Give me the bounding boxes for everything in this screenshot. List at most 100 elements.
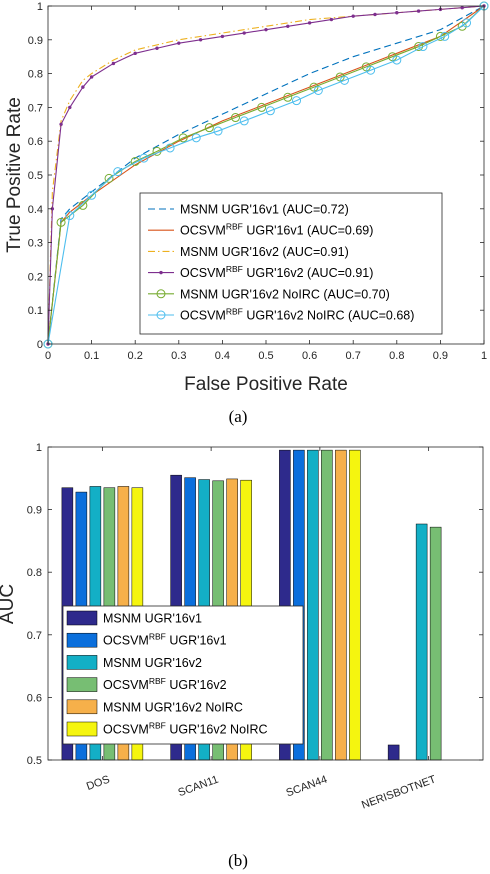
bar-2-5	[349, 449, 361, 761]
bar-legend-label-1-main: OCSVM	[103, 634, 149, 648]
roc-point-3-4	[81, 85, 85, 89]
roc-series-line-3	[47, 5, 485, 345]
bar-legend-label-3-rest: UGR'16v2	[166, 678, 227, 692]
roc-legend-label-1: OCSVMRBF UGR'16v1 (AUC=0.69)	[180, 222, 373, 238]
roc-legend-label-5-main: OCSVM	[180, 309, 226, 323]
bar-legend-swatch-5	[66, 721, 98, 737]
roc-legend-label-3-rest: UGR'16v2 (AUC=0.91)	[243, 266, 374, 280]
bar-y-tick-label-0: 0.5	[27, 755, 42, 767]
bar-2-4	[335, 449, 347, 761]
roc-x-tick-label-1: 0.1	[84, 350, 99, 362]
roc-point-5-7	[213, 126, 223, 136]
roc-legend-label-0-main: MSNM UGR'16v1 (AUC=0.72)	[180, 203, 349, 217]
roc-point-3-6	[111, 61, 116, 66]
bar-3-2	[415, 523, 428, 761]
roc-x-tick-label-0: 0	[45, 350, 51, 362]
roc-legend-label-5: OCSVMRBF UGR'16v2 NoIRC (AUC=0.68)	[180, 307, 414, 323]
roc-point-5-9	[265, 106, 275, 116]
roc-point-5-14	[392, 55, 402, 65]
roc-x-tick-label-3: 0.3	[171, 350, 186, 362]
roc-point-5-17	[462, 18, 472, 28]
roc-legend-label-2-main: MSNM UGR'16v2 (AUC=0.91)	[180, 245, 349, 259]
roc-point-3-16	[329, 17, 334, 22]
auc-bar-chart: 0.5 0.6 0.7 0.8 0.9 1 DOS SCAN11 SCAN44 NERISBOTN…	[0, 442, 484, 870]
roc-series-group	[43, 1, 489, 349]
roc-point-5-10	[292, 96, 302, 106]
roc-point-3-15	[307, 21, 312, 25]
roc-y-tick-label-3: 0.3	[28, 238, 43, 250]
roc-point-3-20	[416, 9, 421, 13]
roc-y-axis-label: True Positive Rate	[4, 97, 25, 253]
bar-3-3	[429, 526, 442, 761]
bar-legend-swatch-4	[66, 699, 98, 715]
roc-legend-label-3-sup: RBF	[226, 264, 243, 274]
roc-point-5-16	[440, 31, 450, 41]
bar-2-3	[321, 449, 333, 761]
roc-point-5-2	[87, 190, 97, 200]
bar-legend-swatch-2	[66, 655, 98, 670]
roc-point-4-3	[104, 173, 114, 183]
roc-point-3-12	[242, 31, 246, 35]
roc-legend-label-4: MSNM UGR'16v2 NoIRC (AUC=0.70)	[180, 287, 390, 301]
roc-point-5-8	[239, 116, 249, 126]
roc-legend: MSNM UGR'16v1 (AUC=0.72)OCSVMRBF UGR'16v…	[139, 192, 443, 335]
roc-legend-label-2: MSNM UGR'16v2 (AUC=0.91)	[180, 245, 349, 259]
roc-y-tick-label-0: 0	[37, 339, 43, 351]
roc-y-tick-label-4: 0.4	[28, 204, 43, 216]
roc-point-4-6	[178, 133, 188, 143]
bar-y-axis-label: AUC	[0, 584, 18, 624]
roc-point-4-4	[130, 156, 140, 166]
bar-legend-label-3-main: OCSVM	[103, 678, 149, 692]
roc-point-5-6	[191, 133, 201, 143]
roc-point-3-2	[59, 122, 63, 127]
bar-y-tick-label-2: 0.7	[27, 630, 42, 642]
roc-x-tick-label-10: 1	[481, 350, 487, 362]
roc-point-5-13	[366, 65, 376, 75]
roc-series-line-1	[47, 5, 485, 345]
roc-legend-label-4-main: MSNM UGR'16v2 NoIRC (AUC=0.70)	[180, 287, 390, 301]
roc-point-3-11	[220, 34, 225, 39]
roc-x-tick-label-5: 0.5	[258, 350, 273, 362]
bar-legend-label-5: OCSVMRBF UGR'16v2 NoIRC	[103, 721, 268, 737]
roc-point-3-13	[264, 27, 268, 32]
bar-legend-swatch-0	[66, 610, 98, 626]
roc-series-line-2	[47, 5, 485, 345]
roc-legend-label-1-main: OCSVM	[180, 224, 226, 238]
roc-y-tick-label-10: 1	[37, 1, 43, 13]
roc-series-line-0	[47, 5, 485, 345]
roc-point-3-22	[460, 5, 464, 10]
bar-x-tick-label-1: SCAN11	[177, 774, 221, 800]
bar-legend-label-0-main: MSNM UGR'16v1	[103, 612, 202, 626]
bar-legend-label-5-main: OCSVM	[103, 723, 149, 737]
roc-point-5-3	[113, 167, 123, 177]
roc-point-3-5	[89, 75, 94, 79]
bar-legend-label-4-main: MSNM UGR'16v2 NoIRC	[103, 700, 243, 714]
roc-point-5-12	[339, 75, 349, 85]
roc-point-5-1	[65, 211, 75, 221]
roc-point-5-11	[313, 86, 323, 95]
roc-point-4-9	[257, 102, 267, 112]
roc-point-4-2	[78, 200, 88, 210]
roc-x-axis-label: False Positive Rate	[184, 374, 348, 395]
roc-point-3-14	[286, 24, 290, 28]
roc-y-tick-label-2: 0.2	[28, 271, 43, 283]
roc-legend-label-1-rest: UGR'16v1 (AUC=0.69)	[243, 224, 374, 238]
roc-legend-label-0: MSNM UGR'16v1 (AUC=0.72)	[180, 203, 349, 217]
roc-point-3-7	[133, 51, 137, 56]
roc-legend-box	[139, 192, 443, 335]
bar-3-0	[387, 744, 400, 761]
bar-legend-label-4: MSNM UGR'16v2 NoIRC	[103, 700, 243, 714]
roc-ticks-group: 0 0.1 0.2 0.3 0.4 0.5 0.6 0.7 0.8 0.9 1 0 0.1 0.2 0.3 0…	[28, 1, 487, 362]
roc-point-5-15	[418, 42, 428, 52]
bar-legend-label-3: OCSVMRBF UGR'16v2	[103, 676, 227, 692]
roc-x-tick-label-7: 0.7	[346, 350, 361, 362]
roc-point-3-18	[373, 12, 377, 17]
roc-y-tick-label-6: 0.6	[28, 136, 43, 148]
roc-y-tick-label-7: 0.7	[28, 102, 43, 114]
roc-legend-marker-3	[159, 270, 163, 275]
bar-y-tick-label-3: 0.8	[27, 567, 42, 579]
roc-point-3-19	[395, 11, 399, 15]
roc-legend-label-5-sup: RBF	[226, 307, 243, 317]
roc-point-3-3	[68, 105, 72, 110]
